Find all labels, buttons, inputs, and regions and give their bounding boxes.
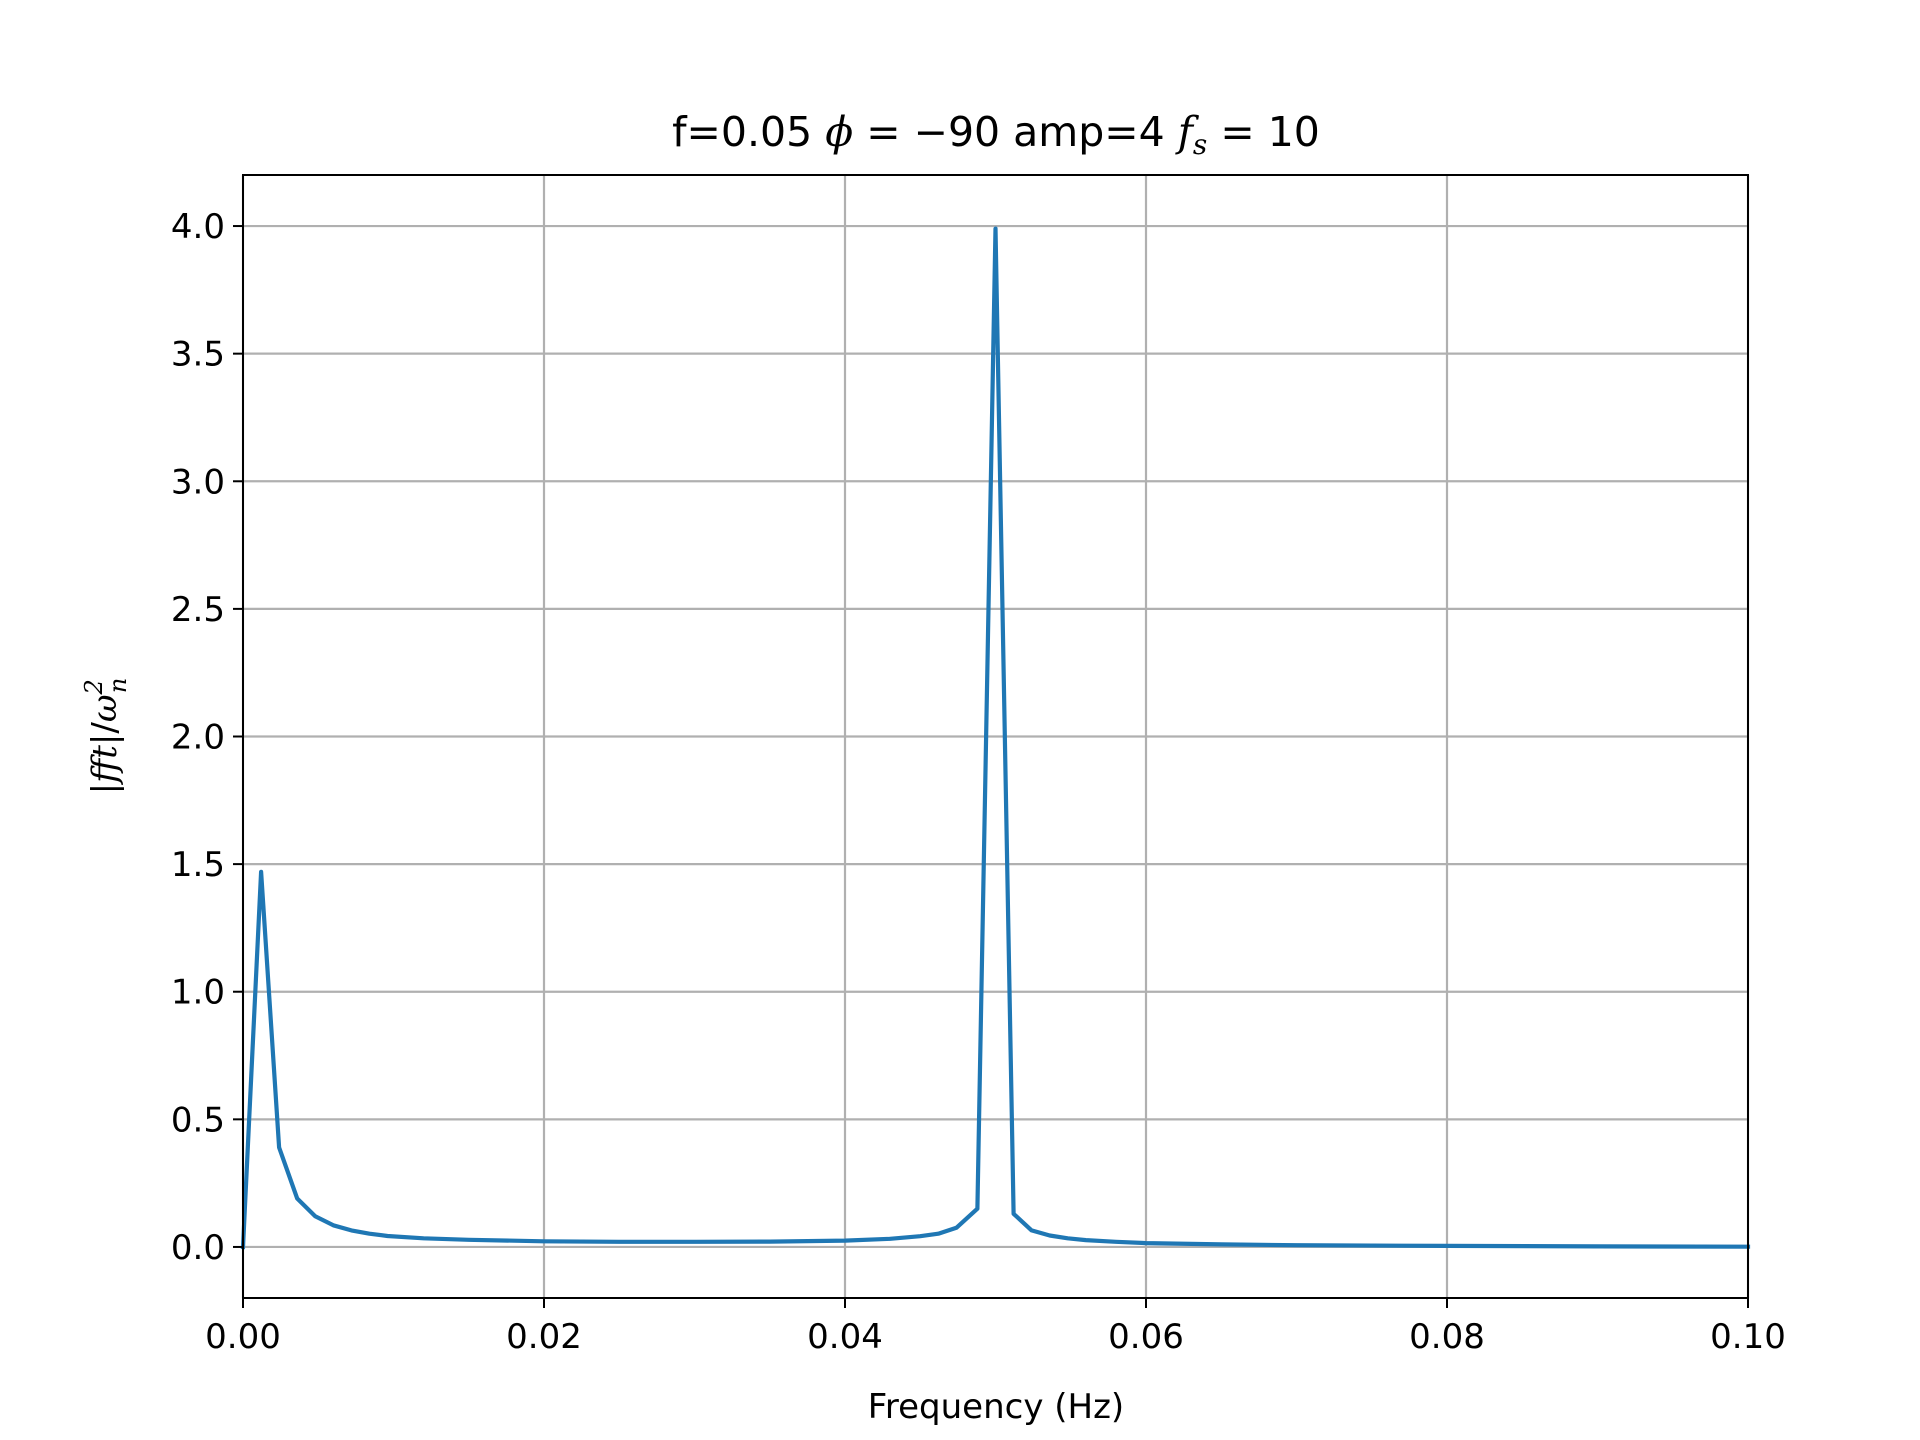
y-tick-label: 0.0 bbox=[171, 1228, 225, 1268]
y-tick-label: 3.0 bbox=[171, 462, 225, 502]
y-tick-label: 0.5 bbox=[171, 1100, 225, 1140]
y-axis-ticks: 0.0 0.5 1.0 1.5 2.0 2.5 3.0 3.5 4.0 bbox=[171, 207, 243, 1268]
x-tick-label: 0.10 bbox=[1710, 1317, 1786, 1357]
x-tick-label: 0.08 bbox=[1409, 1317, 1485, 1357]
y-tick-label: 1.0 bbox=[171, 973, 225, 1013]
x-tick-label: 0.02 bbox=[506, 1317, 582, 1357]
y-axis-label: |fft|/ω2n bbox=[80, 678, 132, 795]
series-layer bbox=[240, 226, 1751, 1250]
series-line bbox=[240, 226, 1751, 1250]
x-axis-ticks: 0.00 0.02 0.04 0.06 0.08 0.10 bbox=[205, 1298, 1786, 1357]
x-axis-label: Frequency (Hz) bbox=[868, 1387, 1124, 1427]
y-tick-label: 4.0 bbox=[171, 207, 225, 247]
y-tick-label: 2.5 bbox=[171, 590, 225, 630]
chart-title: f=0.05 ϕ = −90 amp=4 fs = 10 bbox=[672, 108, 1320, 161]
y-tick-label: 2.0 bbox=[171, 718, 225, 758]
x-tick-label: 0.06 bbox=[1108, 1317, 1184, 1357]
x-tick-label: 0.00 bbox=[205, 1317, 281, 1357]
y-tick-label: 1.5 bbox=[171, 845, 225, 885]
x-tick-label: 0.04 bbox=[807, 1317, 883, 1357]
y-tick-label: 3.5 bbox=[171, 335, 225, 375]
